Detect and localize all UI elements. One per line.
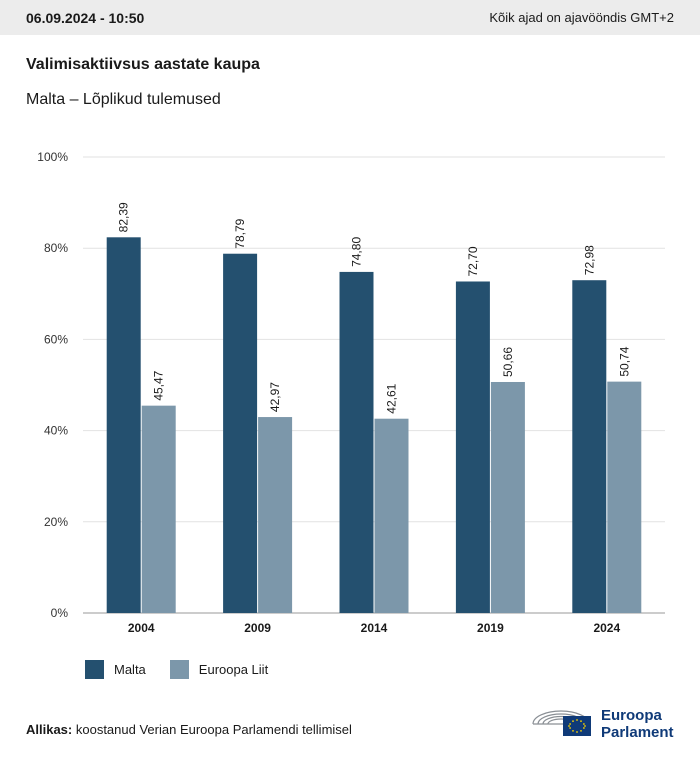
data-label: 78,79 [233, 218, 247, 248]
bar-euroopa-liit [141, 405, 176, 613]
bar-malta [223, 253, 258, 613]
european-parliament-logo [532, 710, 591, 736]
data-label: 74,80 [350, 237, 364, 267]
data-label: 82,39 [117, 202, 131, 232]
y-tick-label: 100% [37, 150, 68, 164]
y-tick-label: 20% [44, 515, 68, 529]
legend-label-malta: Malta [114, 662, 146, 677]
legend: Malta Euroopa Liit [85, 660, 292, 679]
source-note: Allikas: koostanud Verian Euroopa Parlam… [26, 722, 352, 737]
chart-subtitle: Malta – Lõplikud tulemused [26, 91, 221, 108]
data-label: 72,70 [466, 246, 480, 276]
x-tick-label: 2004 [128, 621, 155, 635]
bar-euroopa-liit [258, 417, 293, 613]
bar-euroopa-liit [490, 381, 525, 613]
data-label: 42,97 [268, 382, 282, 412]
bar-chart: 0% 20% 40% 60% 80% 100% 82,39 45,47 2004 78,79 42,… [37, 150, 665, 635]
data-label: 72,98 [582, 245, 596, 275]
x-tick-label: 2014 [361, 621, 388, 635]
legend-item-malta: Malta [85, 660, 146, 679]
y-tick-label: 0% [51, 606, 69, 620]
bar-euroopa-liit [607, 381, 642, 613]
y-tick-label: 80% [44, 241, 68, 255]
bar-malta [572, 280, 607, 613]
y-tick-label: 40% [44, 424, 68, 438]
x-tick-label: 2024 [593, 621, 620, 635]
timezone-note: Kõik ajad on ajavööndis GMT+2 [489, 10, 674, 25]
eu-flag-icon [563, 716, 591, 736]
logo-wordmark: Euroopa Parlament [601, 707, 674, 741]
top-bar: 06.09.2024 - 10:50 Kõik ajad on ajavöönd… [0, 0, 700, 35]
legend-label-eu: Euroopa Liit [198, 662, 269, 677]
x-tick-label: 2009 [244, 621, 271, 635]
legend-item-eu: Euroopa Liit [169, 660, 269, 679]
legend-swatch-malta [85, 660, 104, 679]
bar-malta [455, 281, 490, 613]
legend-swatch-eu [169, 660, 189, 679]
source-text: koostanud Verian Euroopa Parlamendi tell… [72, 722, 352, 737]
logo-line-1: Euroopa [601, 707, 662, 724]
chart-title: Valimisaktiivsus aastate kaupa [26, 56, 260, 73]
y-tick-label: 60% [44, 332, 68, 346]
source-label: Allikas: [26, 722, 73, 737]
data-label: 42,61 [385, 383, 399, 413]
timestamp: 06.09.2024 - 10:50 [26, 9, 145, 26]
data-label: 50,66 [501, 347, 515, 377]
bar-malta [106, 237, 141, 613]
data-label: 50,74 [617, 346, 631, 376]
bar-euroopa-liit [374, 418, 409, 613]
bar-malta [339, 271, 374, 613]
data-label: 45,47 [152, 370, 166, 400]
logo-line-2: Parlament [601, 724, 674, 741]
x-tick-label: 2019 [477, 621, 504, 635]
